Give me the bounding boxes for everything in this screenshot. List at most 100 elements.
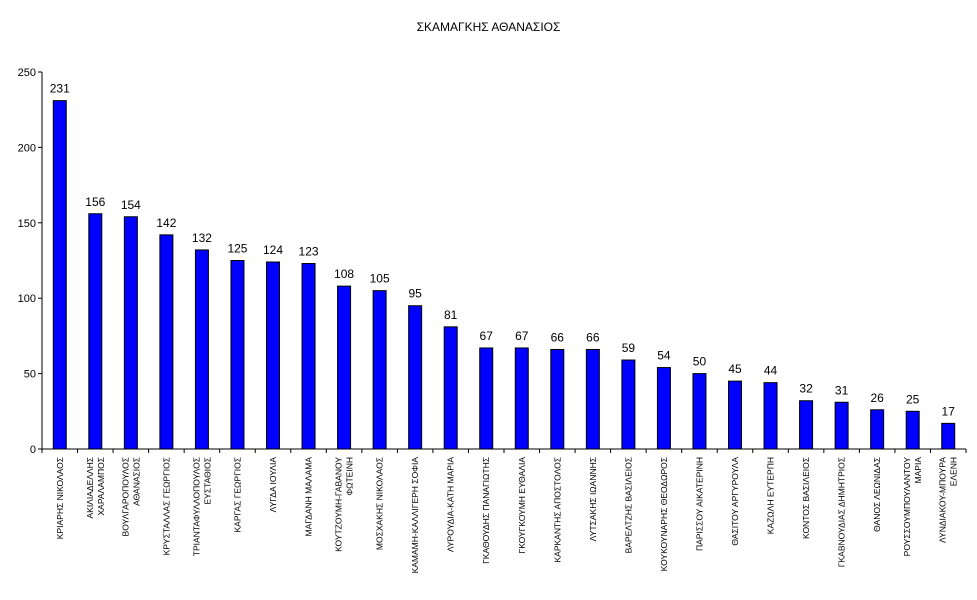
bar (550, 348, 565, 450)
x-tick-label-line: ΒΟΥΛΓΑΡΟΠΟΥΛΟΣ (120, 457, 130, 536)
x-tick-label: ΓΚΟΥΓΚΟΥΜΗ ΕΥΘΑΛΙΑ (517, 457, 527, 554)
x-tick-label: ΜΑΓΔΑΝΗ ΜΑΛΑΜΑ (304, 457, 314, 537)
data-label: 108 (334, 267, 354, 281)
y-tick-label: 50 (24, 369, 36, 381)
data-label: 125 (227, 242, 247, 256)
x-tick-label-line: ΚΡΥΣΤΑΛΛΑΣ ΓΕΩΡΓΙΟΣ (161, 457, 171, 555)
x-tick-label-line: ΕΥΣΤΑΘΙΟΣ (202, 457, 212, 505)
chart-title: ΣΚΑΜΑΓΚΗΣ ΑΘΑΝΑΣΙΟΣ (416, 20, 561, 34)
bar (834, 401, 849, 450)
data-label: 32 (799, 382, 813, 396)
x-tick-label: ΚΡΙΑΡΗΣ ΝΙΚΟΛΑΟΣ (55, 457, 65, 539)
x-axis: ΚΡΙΑΡΗΣ ΝΙΚΟΛΑΟΣ ΑΚΙΛΙΑΔΕΛΛΗΣΧΑΡΑΛΑΜΠΟΣ ΒΟ… (41, 448, 967, 574)
data-label: 67 (480, 329, 494, 343)
x-tick-label: ΒΟΥΛΓΑΡΟΠΟΥΛΟΣΑΘΑΝΑΣΙΟΣ (120, 457, 141, 536)
x-tick-label: ΓΚΑΒΝΟΥΔΙΑΣ ΔΗΜΗΤΡΙΟΣ (837, 457, 847, 567)
x-tick-label: ΚΑΡΓΑΣ ΓΕΩΡΓΙΟΣ (232, 457, 242, 532)
x-tick-label: ΠΑΡΙΣΣΟΥ ΑΙΚΑΤΕΡΙΝΗ (694, 457, 704, 551)
bar (585, 348, 600, 450)
x-tick-label: ΛΥΡΟΥΔΙΑ-ΚΑΤΗ ΜΑΡΙΑ (446, 457, 456, 552)
bar (763, 382, 778, 450)
bar (266, 261, 280, 450)
y-tick-label: 100 (18, 293, 36, 305)
bar (799, 400, 814, 450)
data-label: 26 (870, 391, 884, 405)
x-tick-label-line: ΓΚΟΥΓΚΟΥΜΗ ΕΥΘΑΛΙΑ (517, 457, 527, 554)
data-label: 105 (370, 272, 390, 286)
data-label: 154 (121, 198, 141, 212)
x-tick-label: ΚΡΥΣΤΑΛΛΑΣ ΓΕΩΡΓΙΟΣ (161, 457, 171, 555)
y-tick-label: 250 (18, 67, 36, 79)
bar (728, 380, 742, 450)
x-tick-label-line: ΤΡΙΑΝΤΑΦΥΛΛΟΠΟΥΛΟΣ (191, 457, 201, 556)
data-label: 231 (50, 82, 70, 96)
x-tick-label: ΚΑΜΑΜΗ-ΚΑΛΛΙΓΕΡΗ ΣΟΦΙΑ (410, 457, 420, 574)
data-label: 66 (551, 330, 565, 344)
x-tick-label-line: ΛΥΝΔΙΑΚΟΥ-ΜΠΟΥΡΑ (938, 457, 948, 543)
x-tick-label-line: ΚΑΜΑΜΗ-ΚΑΛΛΙΓΕΡΗ ΣΟΦΙΑ (410, 457, 420, 574)
data-label: 54 (657, 349, 671, 363)
bar (194, 249, 209, 450)
x-tick-label: ΛΥΤΣΑΚΗΣ ΙΩΑΝΝΗΣ (588, 457, 598, 541)
bar (88, 213, 103, 450)
y-axis: 0 50 100 150 200 250 (18, 67, 43, 456)
bar (337, 285, 352, 450)
bar (870, 409, 885, 450)
data-label: 95 (408, 287, 422, 301)
x-tick-label-line: ΓΚΑΒΝΟΥΔΙΑΣ ΔΗΜΗΤΡΙΟΣ (837, 457, 847, 567)
x-tick-label-line: ΛΥΤΣΑΚΗΣ ΙΩΑΝΝΗΣ (588, 457, 598, 541)
bar (905, 410, 920, 450)
x-tick-label-line: ΚΑΡΚΑΝΤΗΣ ΑΠΟΣΤΟΛΟΣ (552, 457, 562, 563)
bar (408, 305, 423, 450)
x-tick-label: ΑΚΙΛΙΑΔΕΛΛΗΣΧΑΡΑΛΑΜΠΟΣ (85, 457, 106, 519)
data-labels: 231 156 154 142 132 125 124 123 108 105 95 81 67 67 66… (50, 82, 955, 419)
x-tick-label: ΚΑΡΚΑΝΤΗΣ ΑΠΟΣΤΟΛΟΣ (552, 457, 562, 563)
x-tick-label-line: ΠΑΡΙΣΣΟΥ ΑΙΚΑΤΕΡΙΝΗ (694, 457, 704, 551)
y-tick-label: 0 (30, 444, 36, 456)
y-tick-label: 150 (18, 218, 36, 230)
x-tick-label: ΡΟΥΣΣΟΥΜΠΟΥΛΑΝΤΟΥΜΑΡΙΑ (902, 457, 923, 557)
x-tick-label: ΓΚΑΘΟΥΔΗΣ ΠΑΝΑΓΙΩΤΗΣ (481, 457, 491, 564)
x-tick-label: ΒΑΡΕΛΤΖΗΣ ΒΑΣΙΛΕΙΟΣ (623, 457, 633, 553)
data-label: 44 (764, 364, 778, 378)
x-tick-label-line: ΑΚΙΛΙΑΔΕΛΛΗΣ (85, 457, 95, 519)
x-tick-label-line: ΦΩΤΕΙΝΗ (345, 457, 355, 496)
data-label: 67 (515, 329, 529, 343)
data-label: 66 (586, 330, 600, 344)
bar (656, 367, 671, 450)
x-tick-label-line: ΜΑΓΔΑΝΗ ΜΑΛΑΜΑ (304, 457, 314, 537)
bar (301, 263, 316, 450)
x-tick-label-line: ΘΑΣΙΤΟΥ ΑΡΓΥΡΟΥΛΑ (730, 457, 740, 546)
x-tick-label: ΜΟΣΧΑΚΗΣ ΝΙΚΟΛΑΟΣ (375, 457, 385, 550)
bar (514, 347, 529, 450)
bar (159, 234, 174, 450)
x-tick-label: ΛΥΓΔΑ ΙΟΥΛΙΑ (268, 457, 278, 513)
x-tick-label: ΚΟΥΚΟΥΝΑΡΗΣ ΘΕΟΔΩΡΟΣ (659, 457, 669, 571)
data-label: 17 (942, 404, 956, 418)
bars (52, 100, 956, 450)
data-label: 142 (156, 216, 176, 230)
x-tick-label-line: ΡΟΥΣΣΟΥΜΠΟΥΛΑΝΤΟΥ (902, 457, 912, 557)
bar (941, 422, 956, 450)
x-tick-label: ΚΟΝΤΟΣ ΒΑΣΙΛΕΙΟΣ (801, 457, 811, 539)
x-tick-label-line: ΚΑΖΩΛΗ ΕΥΤΕΡΠΗ (766, 457, 776, 534)
x-tick-label-line: ΜΟΣΧΑΚΗΣ ΝΙΚΟΛΑΟΣ (375, 457, 385, 550)
data-label: 124 (263, 243, 283, 257)
bar (372, 290, 387, 450)
bar (230, 260, 245, 450)
x-tick-label-line: ΚΟΥΚΟΥΝΑΡΗΣ ΘΕΟΔΩΡΟΣ (659, 457, 669, 571)
x-tick-label-line: ΚΟΥΤΖΟΥΜΗ-ΓΑΒΑΝΟΥ (334, 457, 344, 552)
x-tick-label-line: ΜΑΡΙΑ (913, 457, 923, 484)
x-tick-label-line: ΚΟΝΤΟΣ ΒΑΣΙΛΕΙΟΣ (801, 457, 811, 539)
bar (479, 347, 494, 450)
x-tick-label-line: ΛΥΡΟΥΔΙΑ-ΚΑΤΗ ΜΑΡΙΑ (446, 457, 456, 552)
data-label: 50 (693, 355, 707, 369)
bar (52, 100, 67, 450)
data-label: 132 (192, 231, 212, 245)
bar (443, 326, 458, 450)
x-tick-label-line: ΘΑΝΟΣ ΛΕΩΝΙΔΑΣ (872, 457, 882, 532)
x-tick-label-line: ΑΘΑΝΑΣΙΟΣ (131, 457, 141, 506)
y-tick-label: 200 (18, 142, 36, 154)
data-label: 59 (622, 341, 636, 355)
x-tick-label: ΘΑΣΙΤΟΥ ΑΡΓΥΡΟΥΛΑ (730, 457, 740, 546)
